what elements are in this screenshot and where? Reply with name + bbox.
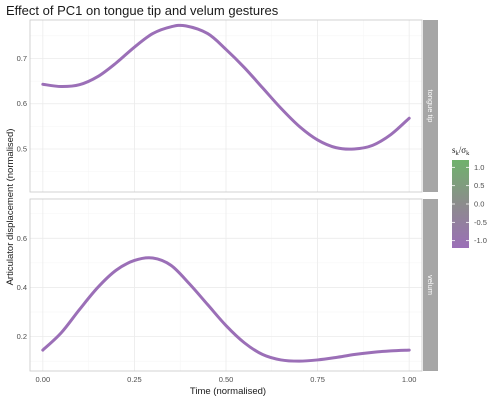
x-axis-title: Time (normalised) <box>190 386 266 397</box>
legend-title: sk/σk <box>452 145 470 157</box>
y-tick-label: 0.6 <box>17 234 27 243</box>
panel-2: 0.2 0.4 0.6 velum <box>17 198 438 372</box>
facet-strip <box>423 199 438 371</box>
y-tick-label: 0.6 <box>17 99 27 108</box>
y-axis-title: Articulator displacement (normalised) <box>5 129 16 286</box>
legend-tick-label: 0.0 <box>474 200 484 209</box>
facet-strip <box>423 20 438 192</box>
panel-border <box>29 19 423 193</box>
x-tick-label: 0.50 <box>219 375 234 384</box>
series-line <box>41 23 411 151</box>
legend-ticks: 1.0 0.5 0.0 -0.5 -1.0 <box>452 163 487 245</box>
y-tick-label: 0.4 <box>17 283 27 292</box>
panel-border <box>29 198 423 372</box>
x-tick-label: 0.00 <box>36 375 51 384</box>
chart-title: Effect of PC1 on tongue tip and velum ge… <box>6 3 279 18</box>
legend-tick-label: -0.5 <box>474 218 487 227</box>
y-tick-label: 0.2 <box>17 332 27 341</box>
color-legend: sk/σk 1.0 0.5 0.0 -0.5 -1.0 <box>452 145 487 248</box>
facet-strip-label: tongue tip <box>426 90 435 123</box>
facet-strip-label: velum <box>426 275 435 295</box>
legend-tick-label: 0.5 <box>474 181 484 190</box>
x-tick-label: 0.75 <box>310 375 325 384</box>
y-tick-label: 0.7 <box>17 54 27 63</box>
x-tick-label: 1.00 <box>402 375 417 384</box>
panel-1: 0.5 0.6 0.7 tongue tip <box>17 19 438 193</box>
panels: 0.5 0.6 0.7 tongue tip 0.2 0.4 0.6 velum 0.00 0.2… <box>17 19 438 384</box>
legend-tick-label: -1.0 <box>474 236 487 245</box>
legend-colorbar <box>452 160 469 248</box>
y-tick-label: 0.5 <box>17 145 27 154</box>
x-tick-label: 0.25 <box>127 375 142 384</box>
series-line <box>41 256 411 363</box>
legend-tick-label: 1.0 <box>474 163 484 172</box>
